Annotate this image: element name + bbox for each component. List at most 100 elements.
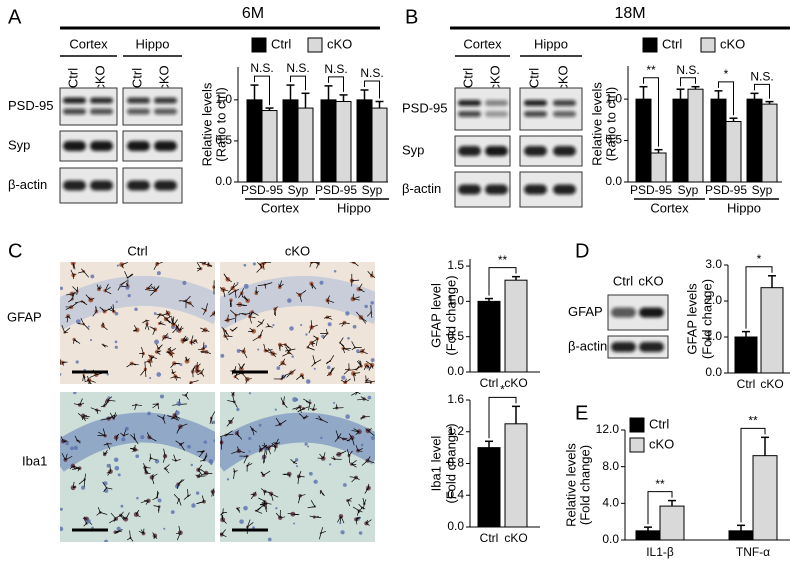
cell-process [349,476,357,478]
cell-process [338,452,344,455]
cell [60,373,62,376]
cell-process [81,268,85,272]
cell [77,402,82,407]
cell [308,399,311,402]
error-bar [375,100,384,109]
cell-process [258,497,265,502]
lane-label: Ctrl [613,273,633,288]
cell-process [120,432,124,436]
cell-process [250,311,253,316]
y-tick-label: 0.0 [215,174,232,188]
cell [342,483,347,487]
cell-process [265,503,268,510]
cell-process [120,515,125,521]
cell-process [146,472,151,475]
cell-process [341,322,345,327]
cell [125,285,130,290]
cell-process [203,262,207,264]
cell-process [262,263,265,270]
cell [116,264,120,267]
cell-process [123,433,129,436]
cell-process [235,289,239,291]
cell-process [103,399,107,407]
cell-process [295,292,300,296]
cell-process [233,401,238,408]
cell [236,349,241,353]
cell-process [112,304,115,312]
cell-process [347,497,352,501]
cell-process [361,507,366,510]
cell-process [363,365,367,370]
cell-process [345,378,351,383]
significance-bracket [328,76,344,92]
cell-process [83,417,86,422]
cell [159,394,165,399]
x-tick-label: Ctrl [480,376,499,390]
cell-process [319,453,324,459]
cell [261,457,264,460]
cell-process [281,375,287,380]
y-axis-label: Relative levels [589,82,604,166]
cell-process [159,322,164,324]
cell-process [130,434,136,440]
cell-process [121,262,128,265]
cell-process [203,263,211,267]
cell-process [150,289,156,296]
cell-process [240,364,245,370]
cell [113,457,119,463]
cell-process [126,363,132,368]
blot-band [154,141,177,151]
cell-process [368,364,373,371]
cell-process [290,459,295,463]
cell-process [144,467,151,469]
region-label: Cortex [463,36,502,51]
bar [371,107,388,183]
cell-process [173,454,177,461]
cell-process [143,320,147,323]
cell-process [200,469,207,474]
significance-bracket [754,83,770,99]
cell-process [190,342,193,346]
cell-process [68,298,73,303]
cell [119,284,122,288]
x-tick-label: Syp [288,183,309,197]
cell-process [71,293,74,298]
significance-bracket [488,396,517,439]
cell-process [162,456,166,463]
row-label: GFAP [568,304,603,319]
legend-label: Ctrl [271,36,291,51]
cell [305,333,308,336]
cell-process [358,503,363,508]
cell-process [303,416,309,419]
bar [261,110,278,183]
cell-process [174,415,179,421]
cell [326,365,331,370]
cell-process [151,356,158,359]
y-tick-label: 8.0 [602,459,619,473]
bar [635,98,652,183]
cell-process [257,284,266,286]
cell [179,363,183,366]
bar [734,336,758,374]
cell [195,491,200,495]
cell-process [303,406,310,409]
cell [239,519,244,524]
row-label: Iba1 [22,453,47,468]
cell-process [199,459,205,462]
significance-bracket [643,77,659,147]
cell-process [79,402,85,406]
cell [248,392,252,395]
y-axis-label: (Fold change) [577,445,592,525]
lane-label: Ctrl [460,68,475,88]
cell-process [77,440,81,444]
significance-bracket [364,80,380,99]
y-tick-label: 0.0 [447,519,464,533]
cell-process [178,499,182,506]
cell-process [209,313,215,317]
cell-process [165,310,169,314]
blot-band [553,184,576,195]
cell-layer [60,275,215,330]
cell-process [326,373,331,377]
cell [257,348,260,351]
cell-process [162,418,166,424]
